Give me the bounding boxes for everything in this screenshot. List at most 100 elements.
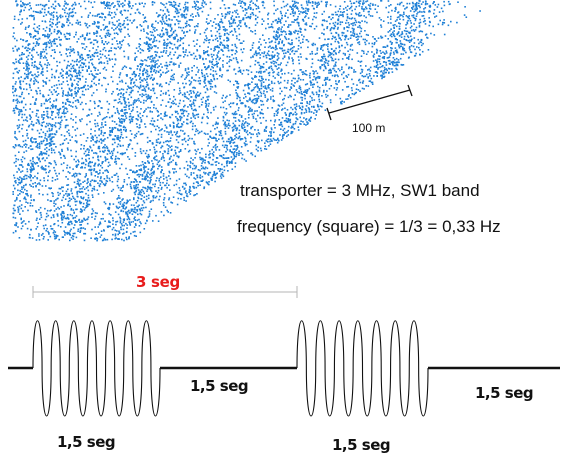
map-point xyxy=(367,11,370,13)
map-point xyxy=(170,4,173,6)
map-point xyxy=(345,75,347,77)
map-point xyxy=(79,71,82,74)
map-point xyxy=(36,129,39,132)
map-point xyxy=(16,102,19,104)
map-point xyxy=(88,73,91,75)
map-point xyxy=(412,6,415,8)
map-point xyxy=(193,6,196,8)
map-point xyxy=(280,128,282,130)
map-point xyxy=(119,25,122,28)
map-point xyxy=(305,124,307,126)
map-point xyxy=(99,236,102,238)
map-point xyxy=(31,15,33,18)
map-point xyxy=(58,76,60,79)
map-point xyxy=(321,102,324,105)
map-point xyxy=(326,78,328,81)
map-point xyxy=(119,137,121,139)
map-point xyxy=(41,153,43,155)
map-point xyxy=(125,202,128,205)
map-point xyxy=(355,88,358,90)
map-point xyxy=(292,9,294,12)
map-point xyxy=(149,181,152,183)
map-point xyxy=(389,54,392,56)
map-point xyxy=(98,145,101,148)
map-point xyxy=(199,55,202,57)
map-point xyxy=(66,76,68,79)
map-point xyxy=(151,142,154,144)
map-point xyxy=(177,22,180,25)
map-point xyxy=(170,201,172,204)
map-point xyxy=(183,10,186,12)
map-point xyxy=(170,30,172,32)
map-point xyxy=(105,32,108,35)
map-point xyxy=(71,175,74,177)
map-point xyxy=(139,212,142,215)
map-point xyxy=(97,105,100,107)
map-point xyxy=(149,96,151,98)
map-point xyxy=(285,4,288,7)
map-point xyxy=(145,178,147,180)
map-point xyxy=(321,105,323,108)
map-point xyxy=(61,143,64,145)
map-point xyxy=(210,34,213,37)
map-point xyxy=(197,69,200,71)
map-point xyxy=(66,147,69,149)
map-point xyxy=(49,13,51,15)
map-point xyxy=(350,6,352,9)
map-point xyxy=(200,167,203,170)
map-point xyxy=(216,30,219,33)
map-point xyxy=(369,66,372,69)
map-point xyxy=(15,160,17,163)
map-point xyxy=(270,65,273,68)
map-point xyxy=(79,230,82,232)
map-point xyxy=(94,119,96,122)
map-point xyxy=(339,69,341,72)
map-point xyxy=(40,64,42,66)
map-point xyxy=(166,31,169,33)
map-point xyxy=(230,59,233,62)
map-point xyxy=(188,51,191,54)
map-point xyxy=(82,202,85,205)
map-point xyxy=(198,15,200,17)
map-point xyxy=(181,116,183,119)
map-point xyxy=(17,167,20,170)
map-point xyxy=(40,216,43,219)
map-point xyxy=(327,62,329,65)
map-point xyxy=(298,36,300,39)
map-point xyxy=(20,53,23,56)
map-point xyxy=(164,124,167,127)
map-point xyxy=(32,177,34,179)
map-point xyxy=(227,122,230,125)
map-point xyxy=(299,86,302,89)
map-point xyxy=(132,20,135,22)
map-point xyxy=(226,62,228,64)
map-point xyxy=(69,205,71,208)
map-point xyxy=(24,188,26,191)
map-point xyxy=(143,77,146,80)
map-point xyxy=(146,81,148,84)
map-point xyxy=(383,46,385,48)
map-point xyxy=(30,140,32,142)
map-point xyxy=(207,111,209,114)
map-point xyxy=(43,177,45,179)
map-point xyxy=(367,34,369,36)
map-point xyxy=(377,5,379,7)
map-point xyxy=(107,226,109,228)
map-point xyxy=(168,131,170,133)
map-point xyxy=(166,209,168,212)
map-point xyxy=(77,101,80,103)
map-point xyxy=(260,85,263,87)
map-point xyxy=(175,161,177,164)
map-point xyxy=(192,52,195,55)
map-point xyxy=(239,42,242,44)
map-point xyxy=(212,155,215,157)
map-point xyxy=(79,191,81,193)
map-point xyxy=(132,89,134,92)
map-point xyxy=(47,165,50,168)
map-point xyxy=(66,214,69,216)
map-point xyxy=(251,81,253,83)
map-point xyxy=(57,191,59,194)
map-point xyxy=(257,52,259,55)
map-point xyxy=(183,31,185,33)
map-point xyxy=(45,147,48,149)
